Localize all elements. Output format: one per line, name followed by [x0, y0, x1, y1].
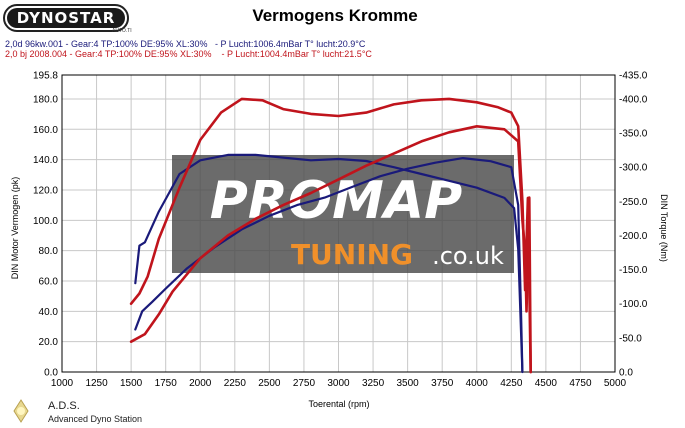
- y2-tick-label: -250.0: [619, 197, 648, 208]
- series-line-run1_torque: [134, 153, 524, 374]
- promap-watermark: PROMAP TUNING .co.uk: [172, 155, 514, 273]
- logo-subtext: AUTO.TI: [112, 28, 132, 34]
- axes: 1000 1250 1500 1750 2000 2250 2500 2750 3000 3250…: [33, 71, 648, 390]
- y2-tick-label: 0.0: [619, 368, 633, 379]
- x-tick-label: 3250: [362, 378, 385, 389]
- dynostar-logo: DYNOSTAR: [3, 4, 129, 32]
- series-line-run2_torque: [129, 97, 533, 374]
- y-tick-label: 120.0: [33, 185, 58, 196]
- logo-text: DYNOSTAR: [7, 8, 125, 28]
- x-axis-label: Toerental (rpm): [308, 399, 369, 409]
- x-tick-label: 4000: [466, 378, 489, 389]
- y-tick-label: 60.0: [39, 276, 59, 287]
- x-tick-label: 1250: [85, 378, 108, 389]
- watermark-domain: .co.uk: [432, 242, 504, 270]
- y-tick-label: 80.0: [39, 246, 59, 257]
- y-tick-label: 140.0: [33, 155, 58, 166]
- y2-tick-label: -150.0: [619, 265, 648, 276]
- chart-title: Vermogens Kromme: [252, 6, 418, 25]
- y2-tick-label: -435.0: [619, 71, 648, 82]
- x-tick-label: 1000: [51, 378, 74, 389]
- y-tick-label: 100.0: [33, 216, 58, 227]
- series-line-run1_power: [134, 157, 524, 374]
- x-tick-label: 3500: [397, 378, 420, 389]
- y2-axis-label: DIN Torque (Nm): [659, 194, 669, 262]
- y2-tick-label: -300.0: [619, 163, 648, 174]
- y-tick-label: 40.0: [39, 307, 59, 318]
- y2-tick-label: -200.0: [619, 231, 648, 242]
- run-legend-2: 2,0 bj 2008.004 - Gear:4 TP:100% DE:95% …: [5, 49, 372, 59]
- ads-full-name: Advanced Dyno Station: [48, 414, 143, 424]
- y2-tick-label: -350.0: [619, 129, 648, 140]
- x-tick-label: 4500: [535, 378, 558, 389]
- x-tick-label: 5000: [604, 378, 627, 389]
- y-tick-label: 195.8: [33, 71, 58, 82]
- x-tick-label: 2250: [224, 378, 247, 389]
- y-tick-label: 20.0: [39, 337, 59, 348]
- x-tick-label: 3000: [327, 378, 350, 389]
- x-tick-label: 2000: [189, 378, 212, 389]
- y2-tick-label: -50.0: [619, 333, 642, 344]
- x-tick-label: 1500: [120, 378, 143, 389]
- ads-logo-icon: [13, 399, 29, 423]
- ads-name: A.D.S.: [48, 400, 80, 412]
- x-tick-label: 2500: [258, 378, 281, 389]
- plot-frame: [61, 74, 616, 373]
- x-tick-label: 4250: [500, 378, 523, 389]
- y-axis-label: DIN Motor Vermogen (pk): [10, 177, 20, 280]
- y-tick-label: 160.0: [33, 125, 58, 136]
- x-tick-label: 2750: [293, 378, 316, 389]
- y2-tick-label: -400.0: [619, 94, 648, 105]
- run-legend-1: 2,0d 96kw.001 - Gear:4 TP:100% DE:95% XL…: [5, 39, 366, 49]
- y-tick-label: 0.0: [44, 368, 58, 379]
- y-tick-label: 180.0: [33, 94, 58, 105]
- watermark-panel: [172, 155, 514, 273]
- x-tick-label: 4750: [569, 378, 592, 389]
- series-lines: [129, 97, 533, 374]
- x-tick-label: 1750: [155, 378, 178, 389]
- y2-tick-label: -100.0: [619, 299, 648, 310]
- watermark-brand-bottom: TUNING: [291, 238, 413, 271]
- x-tick-label: 3750: [431, 378, 454, 389]
